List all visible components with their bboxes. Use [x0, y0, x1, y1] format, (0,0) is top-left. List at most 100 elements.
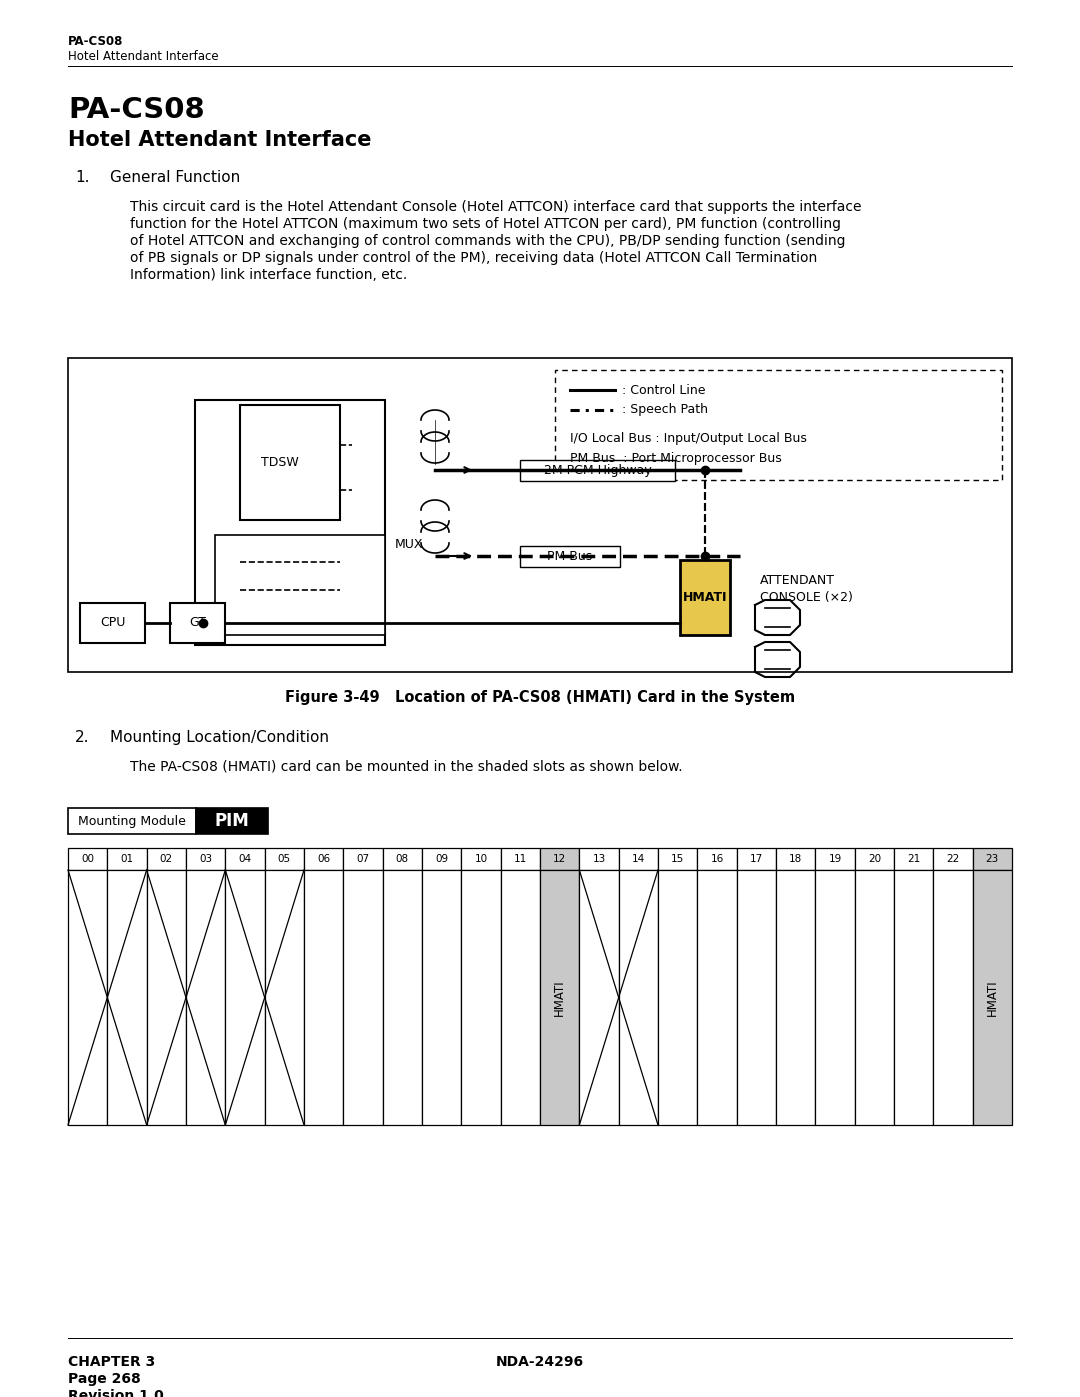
- Bar: [265, 870, 303, 1125]
- Text: Page 268: Page 268: [68, 1372, 140, 1386]
- Bar: [854, 848, 894, 870]
- Text: HMATI: HMATI: [986, 979, 999, 1016]
- Bar: [382, 870, 422, 1125]
- Text: 06: 06: [318, 854, 330, 863]
- Text: 2.: 2.: [75, 731, 90, 745]
- Text: Revision 1.0: Revision 1.0: [68, 1389, 164, 1397]
- Bar: [579, 870, 619, 1125]
- Text: Mounting Location/Condition: Mounting Location/Condition: [110, 731, 329, 745]
- Bar: [555, 370, 1002, 481]
- Text: of PB signals or DP signals under control of the PM), receiving data (Hotel ATTC: of PB signals or DP signals under contro…: [130, 251, 818, 265]
- Bar: [777, 870, 815, 1125]
- Bar: [422, 870, 461, 1125]
- Bar: [894, 870, 933, 1125]
- Text: 2M PCM Highway: 2M PCM Highway: [543, 464, 651, 476]
- Text: 05: 05: [278, 854, 291, 863]
- Text: 18: 18: [789, 854, 802, 863]
- Bar: [501, 870, 540, 1125]
- Text: ATTENDANT
CONSOLE (×2): ATTENDANT CONSOLE (×2): [760, 574, 853, 604]
- Text: GT: GT: [189, 616, 206, 630]
- Bar: [854, 870, 894, 1125]
- Bar: [265, 848, 303, 870]
- Text: 19: 19: [828, 854, 841, 863]
- Text: Hotel Attendant Interface: Hotel Attendant Interface: [68, 130, 372, 149]
- Text: NDA-24296: NDA-24296: [496, 1355, 584, 1369]
- Text: 1.: 1.: [75, 170, 90, 184]
- Bar: [894, 848, 933, 870]
- Bar: [303, 848, 343, 870]
- Text: 07: 07: [356, 854, 369, 863]
- Text: 10: 10: [474, 854, 487, 863]
- Text: 17: 17: [750, 854, 762, 863]
- Bar: [680, 560, 730, 636]
- Bar: [343, 848, 382, 870]
- Text: 15: 15: [671, 854, 685, 863]
- Text: Mounting Module: Mounting Module: [78, 814, 186, 827]
- Text: 14: 14: [632, 854, 645, 863]
- Bar: [382, 848, 422, 870]
- Text: 12: 12: [553, 854, 566, 863]
- Bar: [195, 807, 268, 834]
- Text: 11: 11: [514, 854, 527, 863]
- Bar: [170, 604, 225, 643]
- Text: Figure 3-49   Location of PA-CS08 (HMATI) Card in the System: Figure 3-49 Location of PA-CS08 (HMATI) …: [285, 690, 795, 705]
- Bar: [461, 870, 501, 1125]
- Text: I/O Local Bus : Input/Output Local Bus: I/O Local Bus : Input/Output Local Bus: [570, 432, 807, 446]
- Bar: [461, 848, 501, 870]
- Text: 02: 02: [160, 854, 173, 863]
- Bar: [619, 848, 658, 870]
- Bar: [540, 870, 579, 1125]
- Bar: [698, 870, 737, 1125]
- Bar: [519, 546, 620, 567]
- Bar: [658, 870, 698, 1125]
- Bar: [68, 358, 1012, 672]
- Bar: [343, 870, 382, 1125]
- Bar: [737, 870, 777, 1125]
- Bar: [619, 870, 658, 1125]
- Text: 00: 00: [81, 854, 94, 863]
- Text: Hotel Attendant Interface: Hotel Attendant Interface: [68, 50, 218, 63]
- Text: Information) link interface function, etc.: Information) link interface function, et…: [130, 268, 407, 282]
- Text: PIM: PIM: [215, 812, 249, 830]
- Bar: [579, 848, 619, 870]
- Bar: [68, 870, 107, 1125]
- Bar: [68, 848, 107, 870]
- Text: 21: 21: [907, 854, 920, 863]
- Bar: [107, 848, 147, 870]
- Bar: [303, 870, 343, 1125]
- Text: The PA-CS08 (HMATI) card can be mounted in the shaded slots as shown below.: The PA-CS08 (HMATI) card can be mounted …: [130, 760, 683, 774]
- Bar: [186, 848, 226, 870]
- Bar: [240, 405, 340, 520]
- Text: General Function: General Function: [110, 170, 240, 184]
- Text: MUX: MUX: [395, 538, 423, 552]
- Text: of Hotel ATTCON and exchanging of control commands with the CPU), PB/DP sending : of Hotel ATTCON and exchanging of contro…: [130, 235, 846, 249]
- Text: PM Bus  : Port Microprocessor Bus: PM Bus : Port Microprocessor Bus: [570, 453, 782, 465]
- Bar: [973, 848, 1012, 870]
- Bar: [107, 870, 147, 1125]
- Bar: [737, 848, 777, 870]
- Bar: [933, 870, 973, 1125]
- Bar: [777, 848, 815, 870]
- Bar: [68, 807, 195, 834]
- Bar: [195, 400, 384, 645]
- Text: 09: 09: [435, 854, 448, 863]
- Text: This circuit card is the Hotel Attendant Console (Hotel ATTCON) interface card t: This circuit card is the Hotel Attendant…: [130, 200, 862, 214]
- Bar: [147, 870, 186, 1125]
- Bar: [658, 848, 698, 870]
- Bar: [422, 848, 461, 870]
- Text: : Control Line: : Control Line: [622, 384, 705, 397]
- Text: 23: 23: [986, 854, 999, 863]
- Bar: [215, 535, 384, 636]
- Bar: [815, 848, 854, 870]
- Bar: [186, 870, 226, 1125]
- Text: : Speech Path: : Speech Path: [622, 404, 708, 416]
- Bar: [226, 870, 265, 1125]
- Text: 03: 03: [199, 854, 213, 863]
- Bar: [501, 848, 540, 870]
- Text: PA-CS08: PA-CS08: [68, 96, 204, 124]
- Bar: [973, 870, 1012, 1125]
- Text: HMATI: HMATI: [553, 979, 566, 1016]
- Text: PA-CS08: PA-CS08: [68, 35, 123, 47]
- Bar: [540, 848, 579, 870]
- Text: 16: 16: [711, 854, 724, 863]
